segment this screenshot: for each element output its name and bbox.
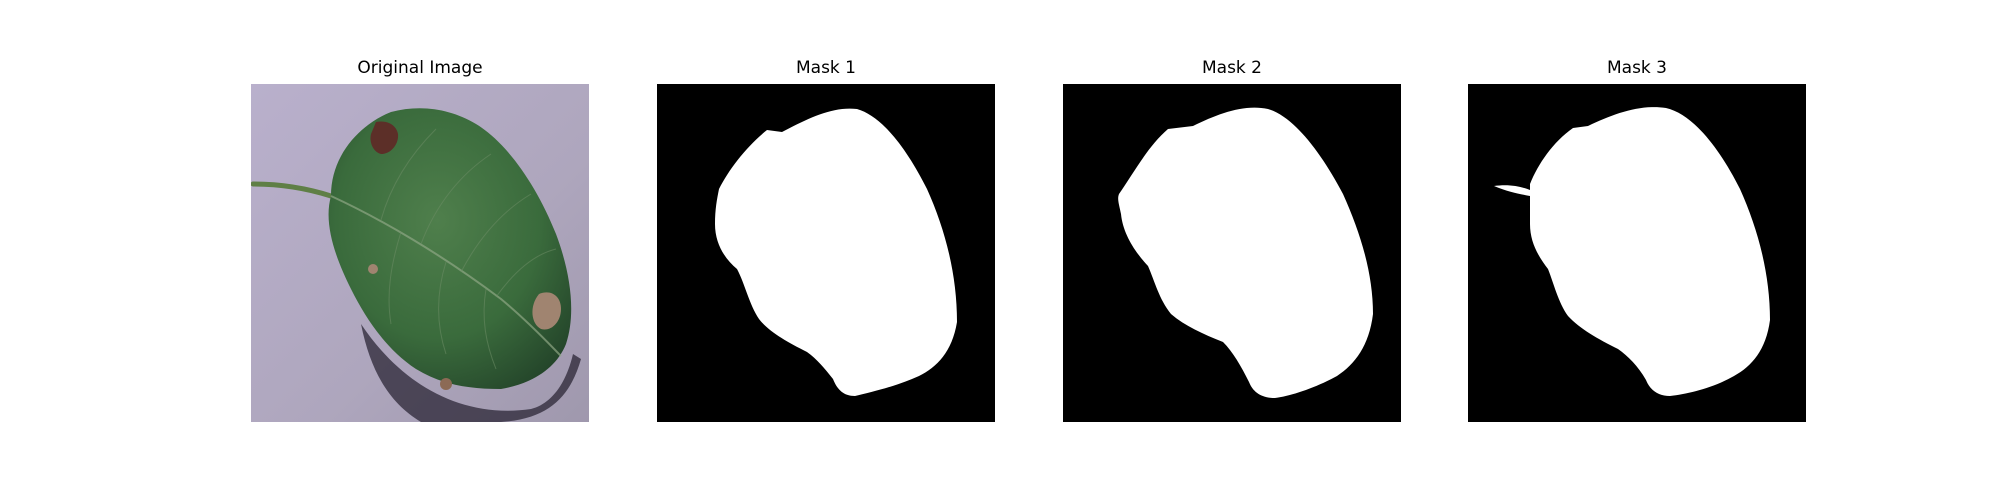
mask-3-image [1468,84,1806,422]
lesion-spot-left [368,264,378,274]
panel-title-mask-3: Mask 3 [1468,58,1806,78]
mask-1-image [657,84,995,422]
leaf-photo [251,84,589,422]
panel-title-mask-2: Mask 2 [1063,58,1401,78]
panel-title-mask-1: Mask 1 [657,58,995,78]
mask-1-panel [657,84,995,422]
panel-title-original-image: Original Image [251,58,589,78]
mask-2-image [1063,84,1401,422]
mask-2-panel [1063,84,1401,422]
lesion-spot-bottom [440,378,452,390]
original-image-panel [251,84,589,422]
mask-3-panel [1468,84,1806,422]
